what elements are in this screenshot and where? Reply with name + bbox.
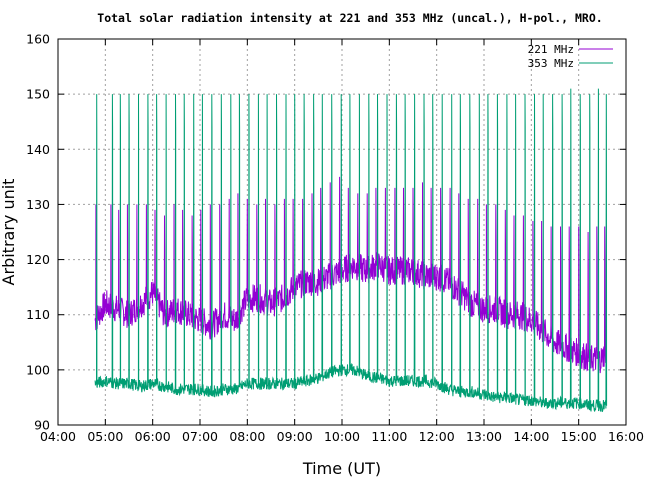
x-tick-label: 15:00 bbox=[561, 429, 597, 444]
legend-label-221-mhz: 221 MHz bbox=[528, 43, 574, 56]
x-tick-label: 05:00 bbox=[87, 429, 123, 444]
x-tick-label: 16:00 bbox=[608, 429, 644, 444]
chart-title: Total solar radiation intensity at 221 a… bbox=[97, 11, 602, 25]
legend: 221 MHz 353 MHz bbox=[528, 43, 613, 70]
y-axis-label: Arbitrary unit bbox=[0, 179, 18, 286]
x-tick-label: 08:00 bbox=[229, 429, 265, 444]
x-tick-label: 04:00 bbox=[40, 429, 76, 444]
series-line bbox=[94, 88, 608, 413]
x-axis-label: Time (UT) bbox=[302, 459, 381, 478]
x-tick-label: 11:00 bbox=[371, 429, 407, 444]
x-tick-label: 12:00 bbox=[419, 429, 455, 444]
y-tick-label: 150 bbox=[26, 87, 50, 102]
y-tick-label: 120 bbox=[26, 252, 50, 267]
x-tick-label: 13:00 bbox=[466, 429, 502, 444]
x-axis: 04:00 05:00 06:00 07:00 08:00 09:00 10:00 11:00… bbox=[40, 39, 644, 444]
x-tick-label: 06:00 bbox=[135, 429, 171, 444]
y-tick-label: 130 bbox=[26, 197, 50, 212]
y-tick-label: 140 bbox=[26, 142, 50, 157]
y-axis: 90 100 110 120 130 140 150 160 bbox=[26, 32, 626, 433]
series-353-mhz bbox=[94, 88, 608, 413]
y-tick-label: 90 bbox=[34, 418, 50, 433]
x-tick-label: 07:00 bbox=[182, 429, 218, 444]
legend-label-353-mhz: 353 MHz bbox=[528, 57, 574, 70]
y-tick-label: 160 bbox=[26, 32, 50, 47]
x-tick-label: 09:00 bbox=[277, 429, 313, 444]
x-tick-label: 10:00 bbox=[324, 429, 360, 444]
x-tick-label: 14:00 bbox=[513, 429, 549, 444]
y-tick-label: 100 bbox=[26, 362, 50, 377]
y-tick-label: 110 bbox=[26, 307, 50, 322]
